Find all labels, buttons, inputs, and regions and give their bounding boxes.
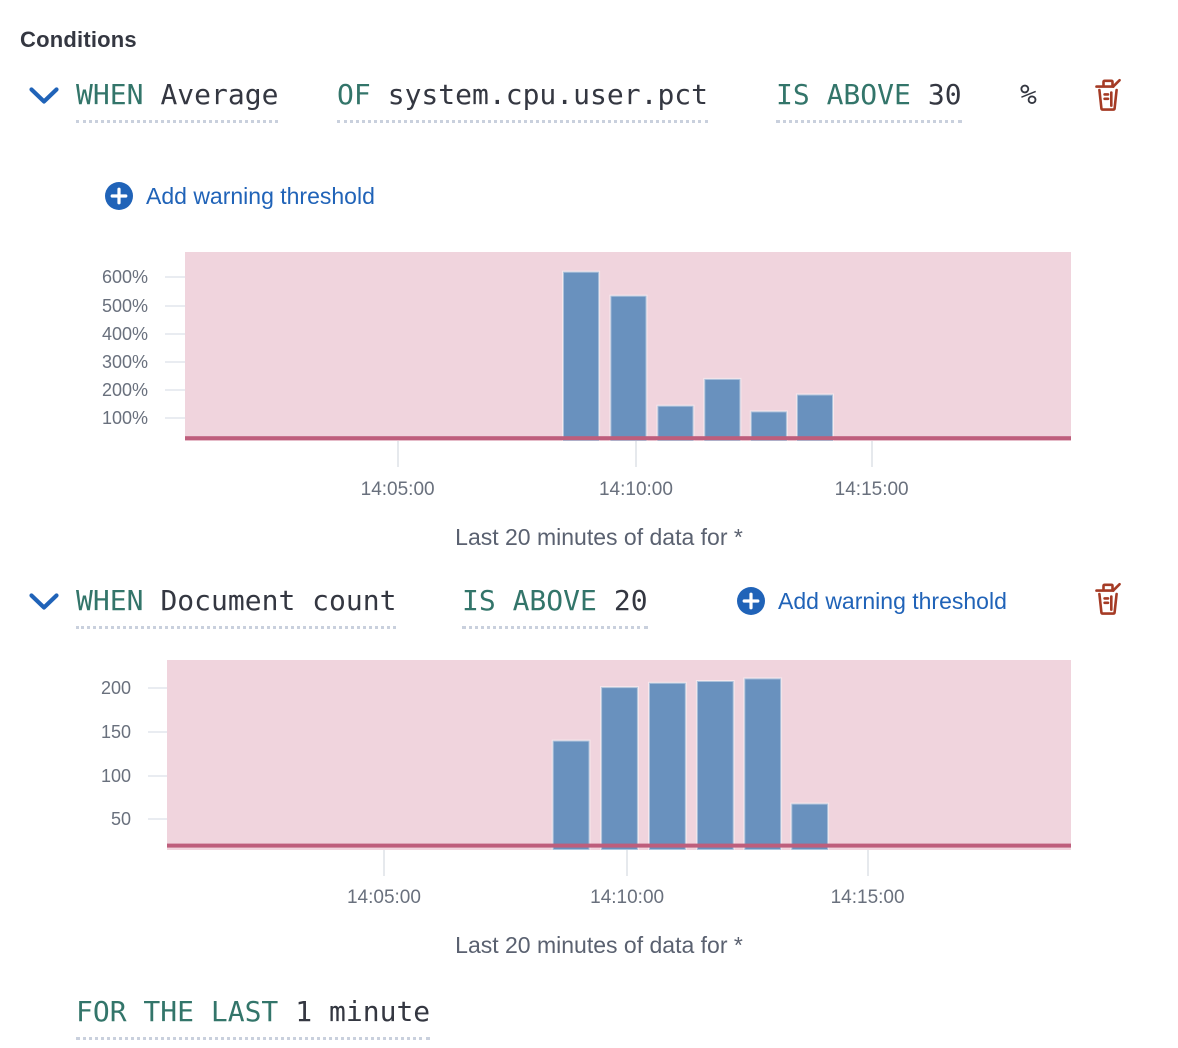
- x-axis-tick: [866, 850, 869, 876]
- chart-caption: Last 20 minutes of data for *: [455, 524, 743, 550]
- chart-bar: [790, 802, 830, 850]
- y-axis-tick: [148, 730, 167, 733]
- y-axis-tick: [165, 361, 185, 363]
- expression-value: 1 minute: [295, 995, 431, 1028]
- x-axis-label: 14:10:00: [598, 479, 673, 500]
- y-axis-label: 200%: [101, 380, 148, 401]
- x-axis-tick: [382, 850, 385, 876]
- y-axis-label: 150: [100, 721, 131, 742]
- y-axis-tick: [148, 687, 167, 690]
- expression-keyword: FOR THE LAST: [76, 995, 279, 1028]
- x-axis-tick: [870, 441, 873, 467]
- plus-circle-icon: [737, 587, 765, 615]
- chart-bar: [551, 739, 591, 850]
- expression-value: Document count: [160, 584, 397, 617]
- chart-bar: [648, 681, 687, 850]
- aggregation-expression[interactable]: WHEN Document count: [76, 584, 397, 629]
- expression-keyword: WHEN: [76, 584, 144, 617]
- x-axis-tick: [626, 850, 629, 876]
- y-axis-label: 400%: [101, 323, 148, 344]
- y-axis-label: 50: [110, 809, 131, 830]
- chart-bar: [609, 294, 648, 441]
- y-axis-label: 300%: [101, 352, 148, 372]
- y-axis-tick: [165, 332, 185, 335]
- y-axis-label: 100%: [101, 408, 148, 429]
- chevron-down-icon[interactable]: [28, 86, 60, 106]
- expression-keyword: OF: [337, 78, 371, 111]
- x-axis-tick: [396, 441, 399, 467]
- expression-value: system.cpu.user.pct: [387, 78, 709, 111]
- x-axis-label: 14:10:00: [590, 887, 665, 908]
- trash-icon[interactable]: [1092, 77, 1124, 113]
- metric-expression[interactable]: OF system.cpu.user.pct: [337, 78, 709, 123]
- chart-caption: Last 20 minutes of data for *: [455, 932, 743, 958]
- y-axis-label: 100: [100, 765, 131, 786]
- y-axis-label: 600%: [101, 267, 148, 288]
- add-warning-threshold-button[interactable]: Add warning threshold: [104, 181, 375, 211]
- expression-value: 30: [927, 78, 962, 111]
- chart-bar: [695, 680, 735, 850]
- section-title: Conditions: [20, 27, 137, 52]
- x-axis-label: 14:05:00: [360, 479, 435, 500]
- plus-circle-icon: [105, 182, 133, 210]
- y-axis-tick: [165, 304, 185, 307]
- threshold-expression[interactable]: IS ABOVE 30: [776, 78, 962, 123]
- chart-bar: [743, 677, 783, 850]
- chart-bar: [600, 686, 639, 850]
- add-warning-threshold-label: Add warning threshold: [778, 587, 1007, 614]
- expression-value: 20: [613, 584, 648, 617]
- chart-series: [167, 677, 1071, 850]
- y-axis-tick: [165, 389, 185, 392]
- expression-keyword: WHEN: [76, 78, 144, 111]
- chart-series: [185, 270, 1071, 441]
- x-axis-label: 14:15:00: [830, 887, 905, 908]
- y-axis-tick: [148, 818, 167, 821]
- expression-keyword: IS ABOVE: [462, 584, 597, 617]
- add-warning-threshold-button[interactable]: Add warning threshold: [736, 586, 1007, 616]
- trash-icon[interactable]: [1092, 581, 1124, 617]
- chart-bar: [656, 404, 695, 441]
- x-axis-tick: [634, 441, 637, 467]
- time-window-expression[interactable]: FOR THE LAST 1 minute: [76, 995, 431, 1040]
- chart-bar: [703, 377, 742, 441]
- threshold-line: [185, 436, 1071, 441]
- expression-value: Average: [160, 78, 279, 111]
- y-axis-label: 500%: [101, 295, 148, 316]
- unit-suffix: %: [1020, 78, 1037, 111]
- x-axis-label: 14:15:00: [834, 479, 909, 500]
- y-axis-label: 200: [100, 678, 131, 699]
- y-axis-tick: [165, 417, 185, 420]
- chevron-down-icon[interactable]: [28, 592, 60, 612]
- threshold-line: [167, 843, 1071, 848]
- expression-keyword: IS ABOVE: [776, 78, 911, 111]
- aggregation-expression[interactable]: WHEN Average: [76, 78, 279, 123]
- y-axis-tick: [148, 774, 167, 777]
- y-axis-tick: [165, 276, 185, 279]
- add-warning-threshold-label: Add warning threshold: [146, 182, 375, 209]
- chart-bar: [795, 393, 835, 441]
- x-axis-label: 14:05:00: [346, 887, 421, 908]
- chart-bar: [562, 270, 601, 441]
- threshold-expression[interactable]: IS ABOVE 20: [462, 584, 648, 629]
